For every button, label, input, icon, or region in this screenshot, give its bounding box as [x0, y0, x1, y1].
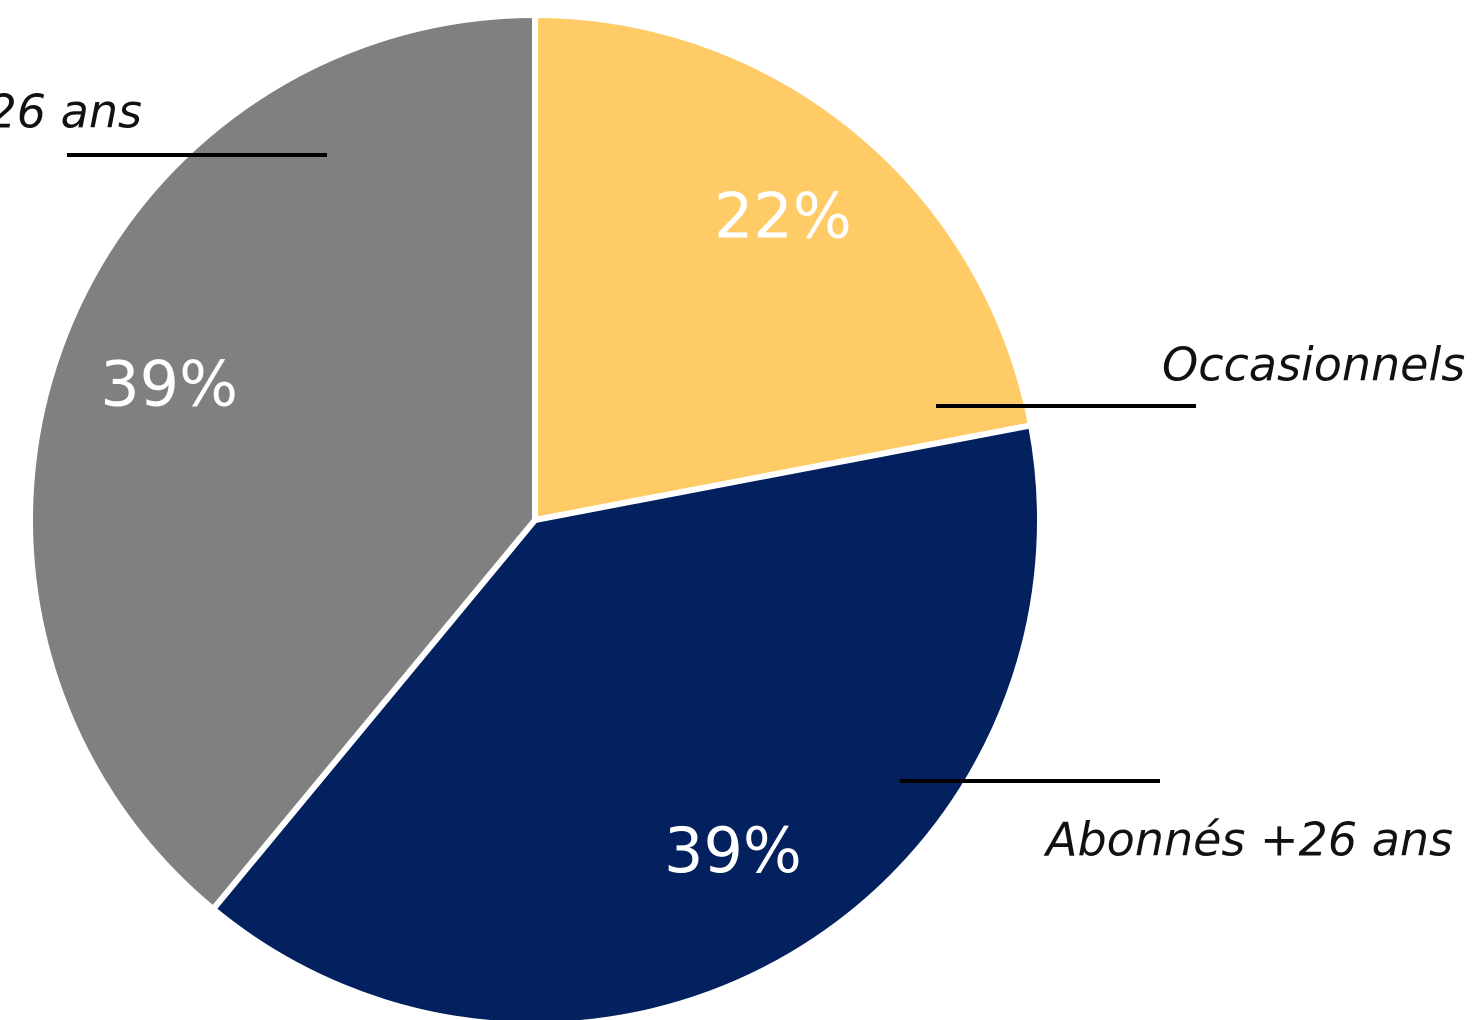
slices [27, 12, 1043, 1020]
value-label: 22% [714, 179, 852, 252]
category-label: 26 ans [0, 85, 142, 139]
pie-slice [210, 422, 1043, 1020]
category-label: Abonnés +26 ans [1043, 813, 1453, 867]
pie-slice [27, 12, 538, 913]
category-label: Occasionnels [1162, 338, 1465, 392]
pie-slice [532, 12, 1035, 523]
value-label: 39% [100, 347, 238, 420]
value-label: 39% [664, 814, 802, 887]
